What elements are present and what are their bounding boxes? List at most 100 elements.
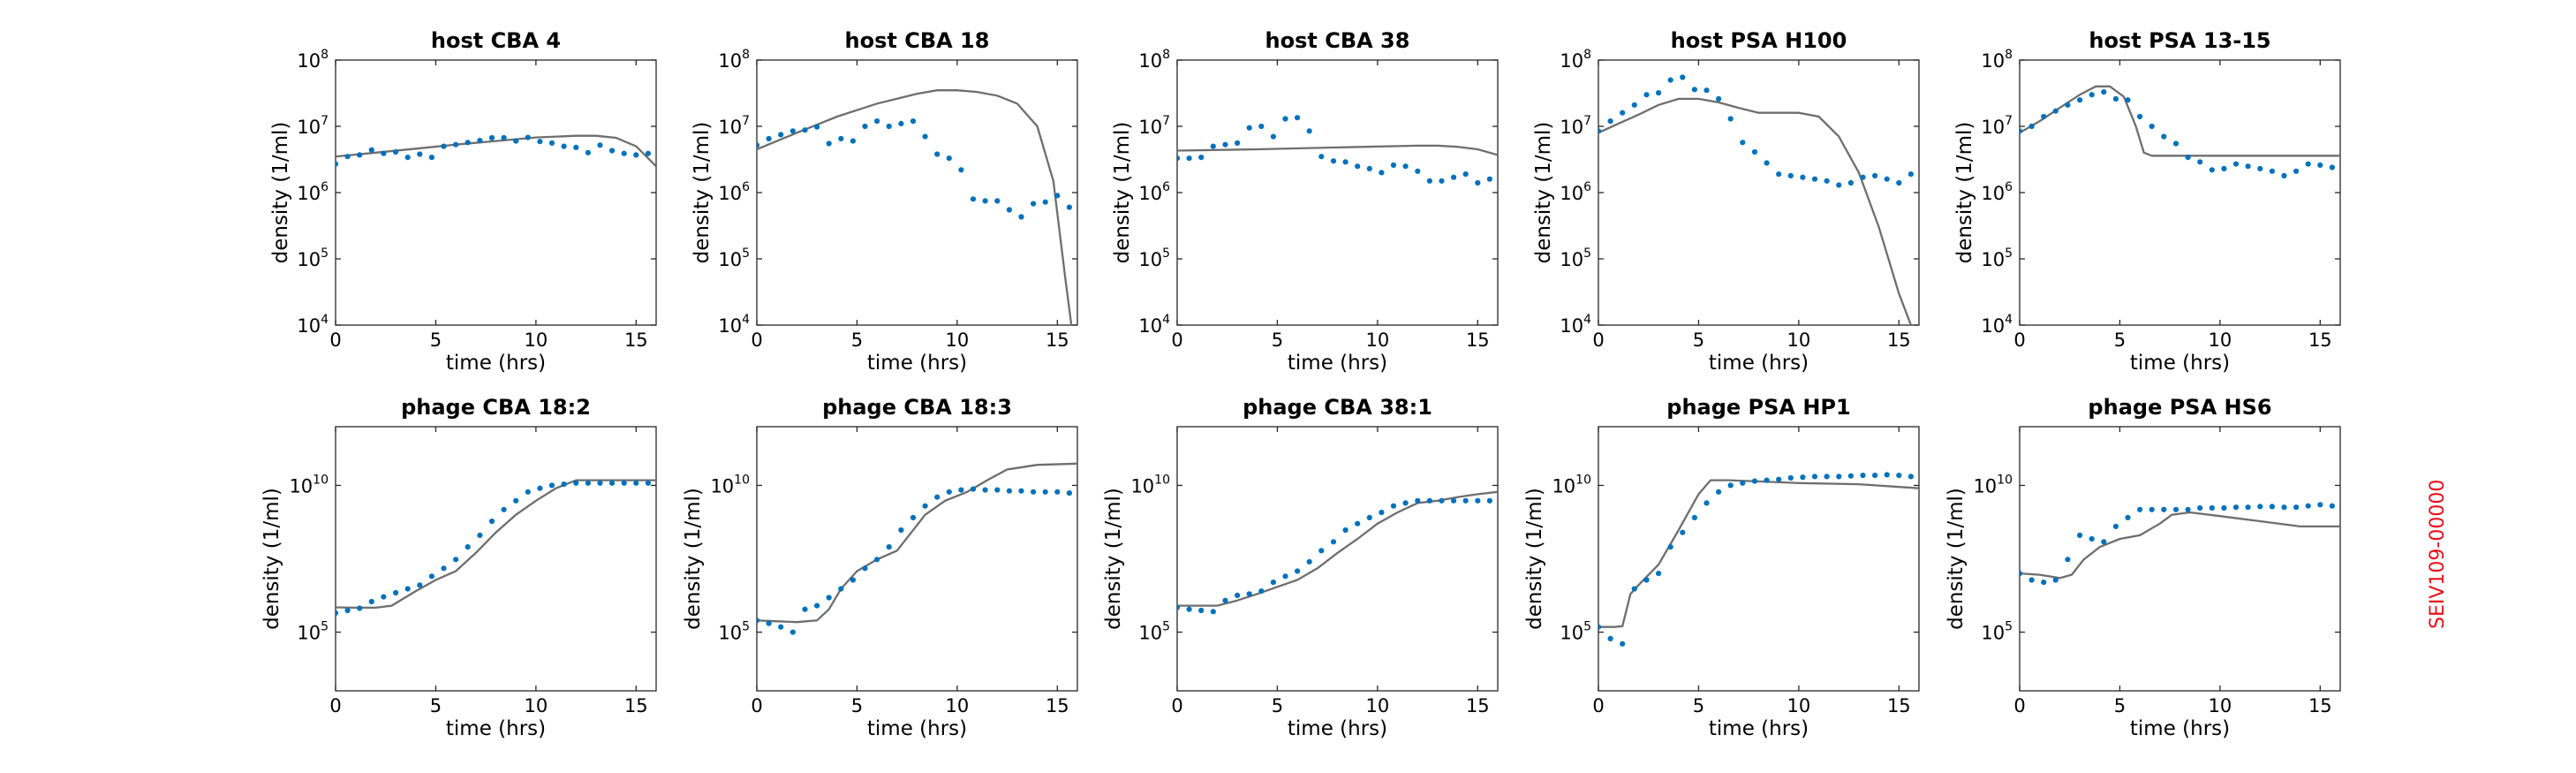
data-point [2281,504,2287,511]
data-point [513,497,519,504]
data-point [1031,201,1037,207]
y-axis-label: density (1/ml) [1945,488,1968,630]
data-point [970,196,977,202]
data-point [862,565,868,572]
data-point [645,480,652,486]
data-point [1680,74,1686,80]
data-point [1716,489,1722,495]
x-tick-label: 0 [2013,330,2025,351]
data-point [1210,609,1216,615]
data-point [2149,506,2155,512]
y-axis-label: density (1/ml) [1111,122,1134,264]
data-point [1462,497,1469,504]
data-point [1330,539,1337,545]
y-tick-label: 104 [297,313,329,337]
data-point [1390,503,1397,509]
data-point [1177,155,1181,162]
x-tick-label: 15 [624,695,648,716]
data-point [1246,125,1252,131]
data-point [393,148,399,155]
x-tick-label: 10 [525,330,548,351]
data-point [1787,172,1794,178]
y-tick-label: 105 [718,620,750,644]
data-point [368,147,374,153]
model-line [2020,511,2340,580]
data-point [802,606,808,612]
data-point [1379,509,1385,516]
subplot-title: host PSA 13-15 [2089,28,2270,53]
data-point [1680,529,1686,535]
data-point [477,138,483,144]
data-point [2161,506,2167,512]
axes-frame [1176,426,1499,692]
data-point [862,123,868,130]
data-point [2209,504,2215,512]
data-point [488,518,495,525]
x-axis-label: time (hrs) [867,352,967,375]
data-point [2269,504,2275,510]
data-point [1318,548,1325,554]
data-point [1836,182,1842,188]
data-point [1270,580,1276,586]
data-point [1306,128,1312,134]
data-point [2232,504,2240,511]
data-point [898,120,904,126]
data-point [2232,161,2240,167]
data-point [1042,489,1048,495]
x-axis-label: time (hrs) [1709,717,1809,740]
y-tick-label: 107 [297,114,329,138]
y-tick-label: 104 [718,313,750,337]
y-tick-label: 104 [1560,313,1591,337]
data-point [357,152,363,158]
data-point [2221,504,2227,512]
data-point [1355,520,1361,527]
data-point [1824,474,1830,480]
axes-frame [2019,426,2341,692]
data-point [1186,155,1192,162]
data-point [922,133,928,140]
data-point [1667,544,1673,550]
x-tick-label: 0 [1592,695,1604,716]
data-point [958,167,964,173]
data-point [2089,535,2095,542]
data-point [585,480,592,486]
data-point [1018,488,1024,494]
data-point [465,140,471,146]
y-tick-label: 108 [1560,48,1591,72]
data-point [2172,506,2179,512]
data-point [1054,489,1061,495]
data-point [2269,168,2275,174]
data-point [1620,640,1626,647]
subplot-title: host PSA H100 [1671,28,1847,53]
data-point [597,480,603,486]
data-point [501,506,507,512]
data-point [441,143,447,149]
data-point [537,485,543,491]
data-point [2293,168,2300,174]
data-point [1787,474,1794,481]
data-point [477,532,483,539]
data-point [1884,176,1890,182]
data-point [1439,497,1445,504]
data-point [970,486,977,492]
data-point [1884,472,1890,478]
data-point [393,589,399,596]
data-point [561,481,567,488]
data-point [994,198,1001,204]
data-point [2281,172,2287,178]
data-point [1751,148,1758,155]
axes-frame [756,59,1078,326]
x-axis-label: time (hrs) [2130,352,2230,375]
data-point [838,135,844,142]
y-tick-label: 105 [297,246,329,270]
x-axis-label: time (hrs) [867,717,967,740]
data-point [898,527,904,534]
data-point [2317,502,2323,508]
data-point [1451,497,1457,504]
x-tick-label: 0 [329,695,341,716]
data-point [1764,160,1770,166]
data-point [404,155,411,161]
data-point [2020,128,2023,134]
data-point [778,132,784,138]
